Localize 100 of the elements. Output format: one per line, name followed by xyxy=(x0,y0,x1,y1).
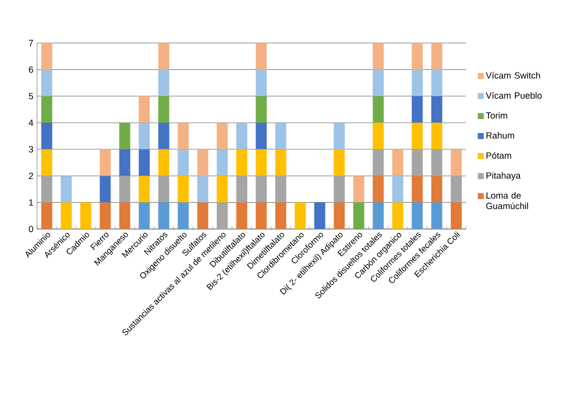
bar xyxy=(256,122,267,150)
bar xyxy=(80,202,92,229)
bar xyxy=(275,176,286,202)
bar xyxy=(41,43,52,70)
legend-label: Loma de Guamúchil xyxy=(486,192,528,210)
bar xyxy=(256,149,267,176)
legend-label: Vícam Switch xyxy=(486,72,540,79)
bar xyxy=(412,149,423,176)
bar xyxy=(431,122,442,150)
bar xyxy=(334,149,345,176)
bar xyxy=(412,70,423,96)
bar xyxy=(41,149,52,176)
legend-label: Rahum xyxy=(486,132,514,139)
legend-label: Pótam xyxy=(486,152,512,159)
bar xyxy=(138,202,150,229)
bar xyxy=(138,96,150,123)
bar xyxy=(216,176,228,202)
y-tick-label: 6 xyxy=(28,66,34,73)
legend-label: Pitahaya xyxy=(486,172,521,180)
bar xyxy=(256,43,267,70)
bar xyxy=(158,96,170,123)
y-tick-label: 7 xyxy=(28,40,34,46)
bar xyxy=(314,202,326,229)
bar xyxy=(197,149,208,176)
bar xyxy=(392,176,404,202)
bar xyxy=(138,122,150,150)
bar xyxy=(158,70,170,96)
bar xyxy=(256,70,267,96)
bar xyxy=(41,96,52,123)
bar xyxy=(294,202,306,229)
bar xyxy=(158,176,170,202)
bar xyxy=(412,202,423,229)
bar xyxy=(119,176,130,202)
bar xyxy=(450,202,462,229)
bar xyxy=(353,202,364,229)
bar xyxy=(412,96,423,123)
bar xyxy=(236,149,248,176)
bar xyxy=(178,122,189,150)
bar xyxy=(412,176,423,202)
bar xyxy=(178,149,189,176)
bar xyxy=(178,176,189,202)
bar xyxy=(431,43,442,70)
bar xyxy=(178,202,189,229)
bar xyxy=(392,202,404,229)
y-tick-label: 4 xyxy=(28,120,34,126)
bar xyxy=(216,122,228,150)
bar xyxy=(392,149,404,176)
bar xyxy=(372,70,384,96)
bar xyxy=(236,202,248,229)
y-tick-label: 5 xyxy=(28,93,34,100)
bar xyxy=(353,176,364,202)
bar xyxy=(158,122,170,150)
bar xyxy=(100,176,111,202)
legend-label: Vícam Pueblo xyxy=(486,92,542,99)
bar xyxy=(256,96,267,123)
bar xyxy=(119,202,130,229)
bar xyxy=(236,122,248,150)
bar xyxy=(158,43,170,70)
bar xyxy=(41,176,52,202)
bar xyxy=(450,149,462,176)
legend-label: Torim xyxy=(486,112,508,119)
y-tick-label: 2 xyxy=(28,172,34,179)
bar xyxy=(334,176,345,202)
bar xyxy=(60,202,72,229)
bar xyxy=(372,149,384,176)
bar xyxy=(450,176,462,202)
bar xyxy=(431,202,442,229)
bar xyxy=(275,149,286,176)
bar xyxy=(158,202,170,229)
bar xyxy=(372,96,384,123)
y-tick-label: 1 xyxy=(29,199,34,206)
bar xyxy=(275,122,286,150)
y-tick-label: 3 xyxy=(28,146,34,152)
bar xyxy=(256,202,267,229)
bar xyxy=(372,43,384,70)
bar xyxy=(100,202,111,229)
bar xyxy=(372,202,384,229)
bar xyxy=(100,149,111,176)
bar xyxy=(412,122,423,150)
bar xyxy=(236,176,248,202)
bar xyxy=(256,176,267,202)
bar xyxy=(119,122,130,150)
bar xyxy=(412,43,423,70)
bar xyxy=(41,202,52,229)
y-tick-label: 0 xyxy=(28,226,34,232)
bar xyxy=(138,176,150,202)
bar xyxy=(216,149,228,176)
bar xyxy=(372,122,384,150)
bar xyxy=(334,202,345,229)
bar xyxy=(431,149,442,176)
bar xyxy=(431,96,442,123)
bar xyxy=(119,149,130,176)
bar xyxy=(334,122,345,150)
bar xyxy=(275,202,286,229)
bar xyxy=(41,70,52,96)
bar xyxy=(41,122,52,150)
bar xyxy=(431,176,442,202)
bar xyxy=(138,149,150,176)
bar xyxy=(60,176,72,202)
bar xyxy=(197,202,208,229)
